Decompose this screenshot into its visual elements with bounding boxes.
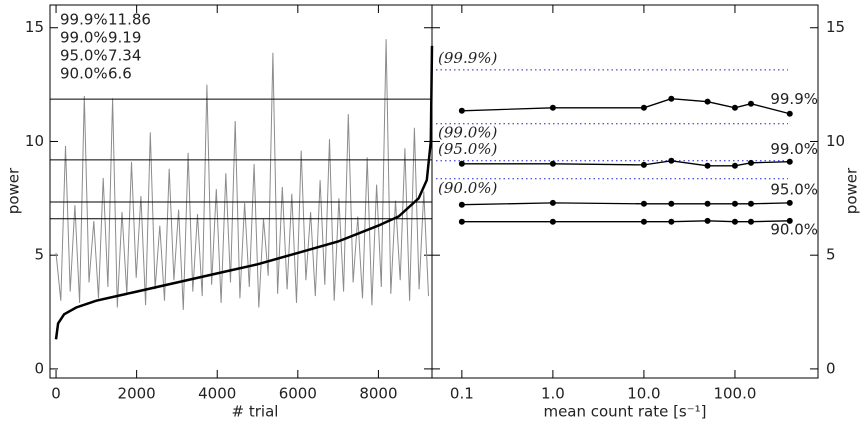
point (731, 218, 738, 225)
point (731, 104, 738, 111)
point (704, 98, 711, 105)
point (786, 110, 793, 117)
y-axis-title: power (5, 167, 23, 214)
point (458, 160, 465, 167)
reference-label: (99.9%) (438, 49, 498, 67)
series-line (461, 160, 790, 167)
point (668, 200, 675, 207)
threshold-value: 6.6 (108, 65, 132, 83)
series-label: 90.0% (770, 220, 818, 238)
threshold-label: 99.9% (60, 11, 108, 29)
reference-label: (90.0%) (438, 179, 498, 197)
y-tick-label: 15 (826, 18, 845, 36)
series-line (461, 98, 790, 115)
point (704, 162, 711, 169)
reference-label: (95.0%) (438, 140, 498, 158)
threshold-label: 90.0% (60, 65, 108, 83)
point (786, 158, 793, 165)
point (747, 218, 754, 225)
point (549, 104, 556, 111)
threshold-label: 95.0% (60, 47, 108, 65)
x-tick-label: 10.0 (627, 385, 660, 403)
x-tick-label: 6000 (279, 385, 317, 403)
y-tick-label: 10 (25, 132, 44, 150)
y-tick-label: 5 (826, 246, 836, 264)
point (786, 217, 793, 224)
point (786, 199, 793, 206)
point (704, 217, 711, 224)
point (640, 104, 647, 111)
y-tick-label: 0 (34, 359, 44, 377)
x-tick-label: 100.0 (713, 385, 756, 403)
series-line (461, 220, 790, 223)
x-tick-label: 2000 (118, 385, 156, 403)
x-tick-label: 8000 (359, 385, 397, 403)
series-label: 99.0% (770, 140, 818, 158)
point (731, 162, 738, 169)
point (668, 218, 675, 225)
trace (54, 45, 434, 340)
x-tick-label: 1.0 (541, 385, 565, 403)
threshold-value: 11.86 (108, 11, 151, 29)
x-tick-label: 4000 (198, 385, 236, 403)
threshold-value: 7.34 (108, 47, 141, 65)
point (640, 200, 647, 207)
threshold-label: 99.0% (60, 29, 108, 47)
point (704, 200, 711, 207)
x-axis-title: mean count rate [s⁻¹] (543, 403, 706, 421)
right-panel-frame (431, 4, 819, 379)
point (640, 161, 647, 168)
y-tick-label: 5 (34, 246, 44, 264)
y-axis-title: power (843, 167, 861, 214)
point (458, 201, 465, 208)
y-tick-label: 0 (826, 359, 836, 377)
point (747, 200, 754, 207)
x-tick-label: 0.1 (450, 385, 474, 403)
x-tick-label: 0 (51, 385, 61, 403)
point (458, 107, 465, 114)
point (668, 95, 675, 102)
point (549, 218, 556, 225)
point (731, 200, 738, 207)
y-tick-label: 15 (25, 18, 44, 36)
point (640, 218, 647, 225)
point (668, 157, 675, 164)
y-tick-label: 10 (826, 132, 845, 150)
series-label: 99.9% (770, 90, 818, 108)
point (549, 160, 556, 167)
series-line (461, 202, 790, 206)
point (549, 199, 556, 206)
point (458, 218, 465, 225)
threshold-value: 9.19 (108, 29, 141, 47)
point (747, 100, 754, 107)
reference-label: (99.0%) (438, 124, 498, 142)
point (747, 159, 754, 166)
series-label: 95.0% (770, 180, 818, 198)
trace (55, 39, 429, 310)
x-axis-title: # trial (232, 403, 279, 421)
